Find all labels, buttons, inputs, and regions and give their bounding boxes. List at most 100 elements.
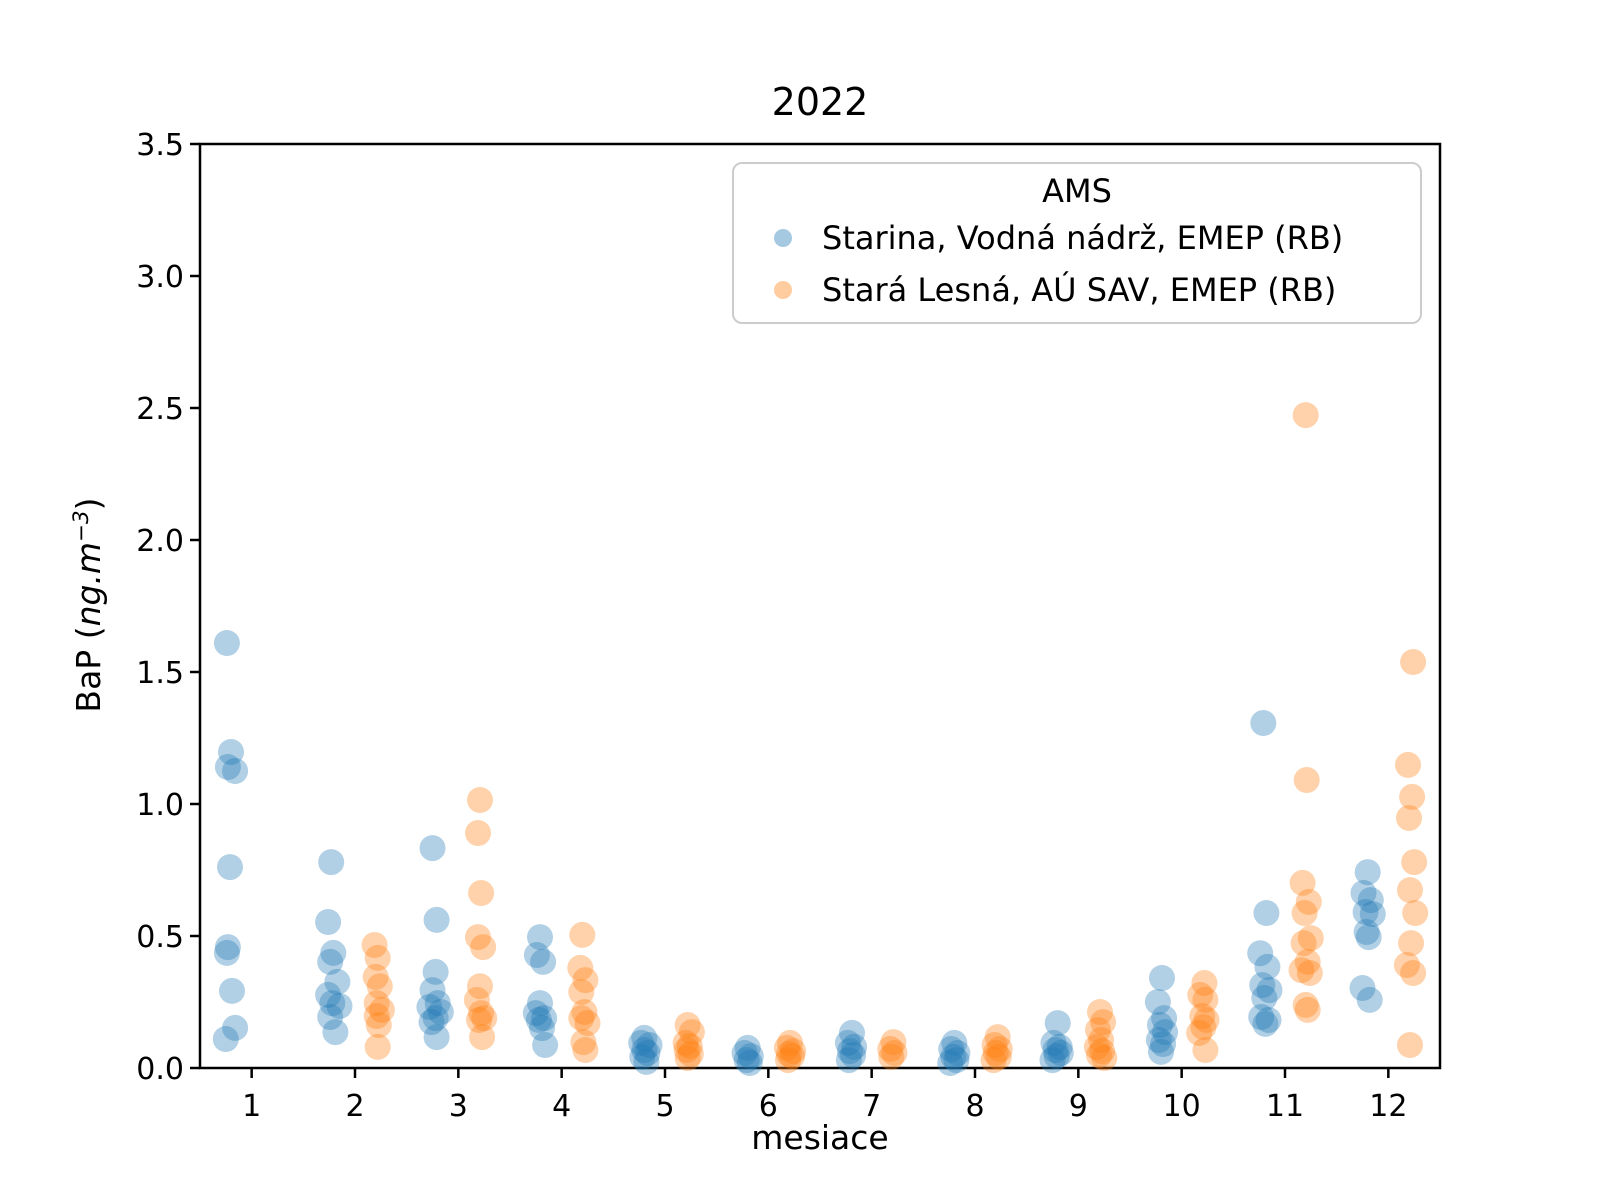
- data-point: [468, 1000, 495, 1027]
- data-point: [1147, 1012, 1173, 1038]
- data-point: [1400, 960, 1427, 986]
- data-point: [1288, 957, 1315, 984]
- data-point: [776, 1041, 802, 1067]
- y-tick-label: 3.0: [136, 260, 184, 295]
- data-point: [631, 1024, 658, 1051]
- data-point: [840, 1042, 867, 1069]
- data-point: [467, 787, 493, 813]
- data-point: [1148, 1038, 1174, 1065]
- data-point: [731, 1040, 758, 1066]
- data-point: [1254, 953, 1281, 980]
- data-point: [1249, 972, 1276, 999]
- y-tick-label: 1.0: [136, 788, 184, 823]
- data-point: [1290, 930, 1317, 957]
- data-point: [1253, 900, 1280, 926]
- data-point: [1083, 1033, 1110, 1060]
- data-point: [471, 1005, 498, 1032]
- data-point: [1192, 1037, 1219, 1063]
- data-point: [368, 996, 395, 1023]
- data-point: [1397, 877, 1423, 904]
- x-tick-label: 9: [1069, 1089, 1088, 1124]
- y-tick-label: 0.0: [136, 1052, 184, 1087]
- data-point: [525, 1007, 552, 1033]
- data-point: [522, 1000, 549, 1027]
- data-point: [366, 973, 393, 1000]
- data-point: [324, 968, 351, 995]
- data-point: [532, 1032, 559, 1058]
- data-point: [878, 1043, 905, 1070]
- legend-marker-starina-icon: [774, 229, 792, 247]
- data-point: [837, 1038, 863, 1065]
- data-point: [529, 1015, 555, 1042]
- y-tick-label: 3.5: [136, 128, 184, 163]
- data-point: [318, 849, 345, 876]
- data-point: [219, 977, 245, 1004]
- data-point: [1294, 948, 1321, 975]
- data-point: [1091, 1045, 1118, 1071]
- y-tick-label: 1.5: [136, 656, 184, 691]
- data-point: [633, 1048, 660, 1075]
- data-point: [631, 1037, 658, 1063]
- data-point: [672, 1029, 699, 1056]
- x-tick-label: 4: [552, 1089, 571, 1124]
- data-point: [530, 948, 557, 975]
- data-point: [1145, 1027, 1172, 1053]
- y-axis-label: BaP (ng.m−3): [59, 355, 108, 855]
- data-point: [1191, 970, 1218, 996]
- data-point: [779, 1043, 806, 1070]
- data-point: [1251, 985, 1278, 1011]
- data-point: [1395, 751, 1421, 778]
- data-point: [1151, 1005, 1178, 1032]
- data-point: [1248, 1004, 1275, 1030]
- data-point: [1087, 999, 1113, 1025]
- data-point: [1150, 1031, 1177, 1057]
- y-tick-label: 0.5: [136, 920, 184, 955]
- data-point: [1297, 925, 1324, 952]
- data-point: [937, 1050, 964, 1076]
- data-point: [1088, 1027, 1115, 1053]
- data-point: [465, 924, 491, 951]
- y-axis-label-prefix: BaP (: [69, 626, 108, 713]
- data-point: [676, 1033, 703, 1060]
- data-point: [463, 986, 490, 1013]
- data-point: [568, 1005, 595, 1032]
- data-point: [1250, 710, 1277, 736]
- y-axis-label-suffix: ): [69, 497, 108, 511]
- data-point: [980, 1047, 1007, 1074]
- data-point: [569, 921, 596, 948]
- legend-entry-starina: Starina, Vodná nádrž, EMEP (RB): [734, 212, 1420, 264]
- data-point: [780, 1038, 807, 1065]
- data-point: [673, 1037, 700, 1063]
- data-point: [213, 630, 240, 656]
- data-point: [775, 1047, 801, 1074]
- data-point: [572, 967, 599, 994]
- legend-label-starina: Starina, Vodná nádrž, EMEP (RB): [822, 219, 1344, 257]
- data-point: [1186, 1019, 1213, 1046]
- data-point: [834, 1029, 861, 1056]
- data-point: [734, 1034, 761, 1061]
- data-point: [636, 1032, 663, 1058]
- data-point: [880, 1029, 907, 1056]
- data-point: [423, 1024, 450, 1051]
- data-point: [422, 1005, 449, 1032]
- data-point: [678, 1019, 705, 1046]
- data-point: [1152, 1019, 1179, 1046]
- data-point: [1397, 1032, 1423, 1058]
- data-point: [1398, 930, 1425, 957]
- data-point: [1399, 783, 1426, 810]
- data-point: [1291, 900, 1318, 926]
- data-point: [1292, 402, 1319, 429]
- data-point: [315, 909, 342, 935]
- data-point: [634, 1040, 661, 1066]
- data-point: [1293, 767, 1320, 793]
- legend-entry-stara-lesna: Stará Lesná, AÚ SAV, EMEP (RB): [734, 264, 1420, 316]
- data-point: [364, 944, 391, 971]
- data-point: [422, 958, 449, 985]
- data-point: [1042, 1037, 1069, 1063]
- data-point: [315, 981, 342, 1008]
- data-point: [320, 939, 347, 966]
- data-point: [1040, 1029, 1067, 1056]
- data-point: [982, 1040, 1009, 1066]
- data-point: [944, 1040, 971, 1066]
